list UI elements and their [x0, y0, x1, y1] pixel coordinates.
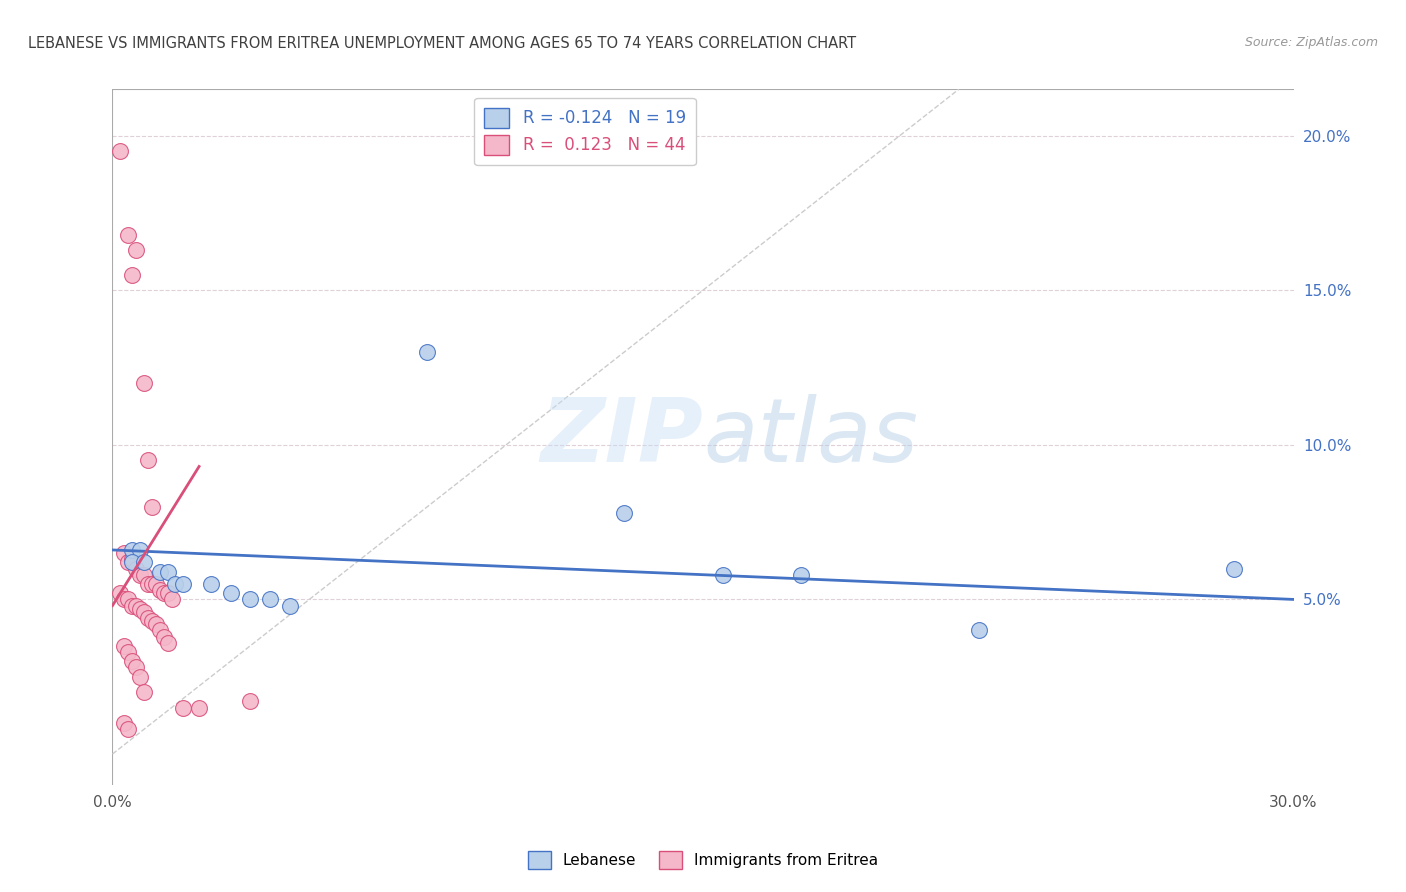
Text: LEBANESE VS IMMIGRANTS FROM ERITREA UNEMPLOYMENT AMONG AGES 65 TO 74 YEARS CORRE: LEBANESE VS IMMIGRANTS FROM ERITREA UNEM…: [28, 36, 856, 51]
Point: [200, 577, 222, 591]
Point: [967, 624, 990, 638]
Point: [125, 660, 148, 674]
Point: [239, 592, 262, 607]
Point: [132, 605, 155, 619]
Point: [156, 565, 179, 579]
Point: [136, 577, 159, 591]
Point: [129, 670, 152, 684]
Legend: R = -0.124   N = 19, R =  0.123   N = 44: R = -0.124 N = 19, R = 0.123 N = 44: [474, 97, 696, 165]
Point: [259, 592, 281, 607]
Point: [125, 243, 148, 257]
Text: Source: ZipAtlas.com: Source: ZipAtlas.com: [1244, 36, 1378, 49]
Point: [129, 601, 152, 615]
Point: [125, 599, 148, 613]
Point: [117, 723, 139, 737]
Point: [152, 630, 174, 644]
Point: [117, 592, 139, 607]
Point: [160, 592, 183, 607]
Point: [188, 700, 211, 714]
Point: [141, 577, 163, 591]
Text: atlas: atlas: [703, 394, 918, 480]
Point: [117, 227, 139, 242]
Point: [112, 546, 135, 560]
Point: [112, 716, 135, 731]
Point: [156, 586, 179, 600]
Point: [613, 506, 636, 520]
Point: [1223, 561, 1246, 575]
Point: [121, 599, 143, 613]
Point: [132, 685, 155, 699]
Point: [110, 586, 132, 600]
Point: [145, 617, 167, 632]
Point: [117, 555, 139, 569]
Point: [112, 592, 135, 607]
Point: [110, 144, 132, 158]
Point: [278, 599, 301, 613]
Point: [121, 555, 143, 569]
Point: [145, 577, 167, 591]
Text: ZIP: ZIP: [540, 393, 703, 481]
Point: [129, 543, 152, 558]
Point: [790, 567, 813, 582]
Point: [136, 611, 159, 625]
Point: [165, 577, 187, 591]
Point: [132, 567, 155, 582]
Point: [112, 639, 135, 653]
Point: [149, 624, 172, 638]
Point: [132, 376, 155, 390]
Point: [117, 645, 139, 659]
Point: [149, 565, 172, 579]
Point: [141, 500, 163, 514]
Point: [129, 567, 152, 582]
Point: [149, 583, 172, 598]
Point: [156, 636, 179, 650]
Point: [125, 561, 148, 575]
Point: [152, 586, 174, 600]
Point: [239, 694, 262, 708]
Point: [121, 654, 143, 668]
Point: [132, 555, 155, 569]
Point: [172, 700, 194, 714]
Point: [172, 577, 194, 591]
Point: [219, 586, 242, 600]
Point: [711, 567, 734, 582]
Point: [141, 614, 163, 628]
Legend: Lebanese, Immigrants from Eritrea: Lebanese, Immigrants from Eritrea: [522, 845, 884, 875]
Point: [121, 543, 143, 558]
Point: [121, 552, 143, 566]
Point: [136, 453, 159, 467]
Point: [416, 345, 439, 359]
Point: [121, 268, 143, 282]
